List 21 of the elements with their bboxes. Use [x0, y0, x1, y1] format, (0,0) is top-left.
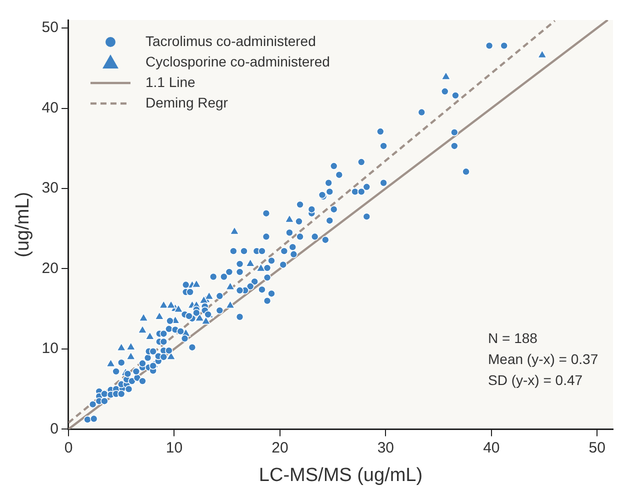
legend-label: Cyclosporine co-administered: [145, 53, 330, 70]
y-tick-label: 50: [42, 19, 58, 36]
x-tick-label: 50: [588, 439, 606, 456]
y-tick-label: 40: [42, 99, 58, 116]
y-axis-title: (ug/mL): [12, 192, 34, 258]
y-tick-label: 0: [50, 420, 58, 438]
x-tick-label: 20: [272, 439, 288, 456]
y-tick-label: 30: [42, 180, 58, 197]
x-tick-label: 30: [377, 439, 394, 456]
x-tick-label: 10: [166, 439, 183, 456]
annotation: N = 188: [488, 330, 538, 346]
annotation: Mean (y-x) = 0.37: [488, 351, 598, 368]
x-tick-label: 40: [483, 439, 500, 456]
y-tick-label: 10: [42, 340, 58, 358]
x-tick-label: 0: [64, 439, 73, 456]
y-tick-label: 20: [42, 260, 58, 277]
legend-label: Tacrolimus co-administered: [145, 32, 316, 49]
legend-label: Deming Regr: [145, 94, 228, 110]
annotation: SD (y-x) = 0.47: [488, 372, 583, 388]
x-axis-title: LC-MS/MS (ug/mL): [258, 464, 423, 486]
legend-label: 1.1 Line: [145, 74, 196, 90]
